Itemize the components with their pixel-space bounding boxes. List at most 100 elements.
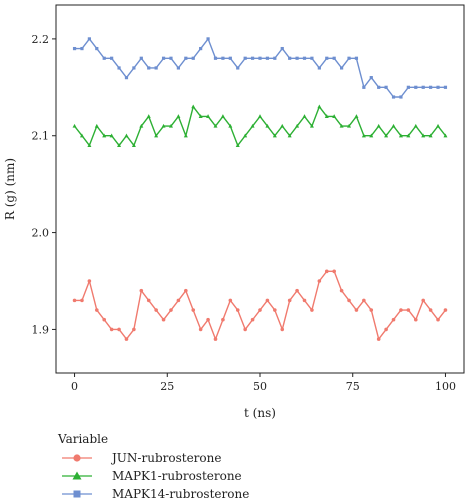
- data-point: [87, 279, 92, 283]
- series-line: [73, 105, 447, 147]
- data-point: [413, 123, 418, 128]
- data-point: [324, 269, 329, 274]
- data-point: [339, 123, 344, 128]
- data-point: [228, 298, 233, 303]
- data-point: [317, 104, 322, 109]
- data-point: [258, 114, 262, 118]
- plot-area-frame: [55, 4, 465, 374]
- data-point: [235, 308, 240, 312]
- data-point: [250, 123, 255, 128]
- data-point: [384, 85, 388, 89]
- data-point: [124, 337, 129, 341]
- data-point: [176, 298, 181, 303]
- data-point: [406, 133, 411, 138]
- data-point: [161, 123, 166, 128]
- data-point: [243, 133, 248, 138]
- data-point: [191, 308, 196, 312]
- data-point: [206, 317, 210, 322]
- data-point: [265, 56, 270, 60]
- series-1: [72, 104, 448, 148]
- data-point: [332, 56, 336, 60]
- data-point: [295, 123, 300, 128]
- data-point: [250, 56, 255, 60]
- data-point: [354, 114, 359, 118]
- data-point: [139, 123, 144, 128]
- data-point: [287, 298, 292, 303]
- x-tick-label: 0: [71, 380, 78, 393]
- data-point: [139, 56, 143, 60]
- data-point: [436, 317, 440, 322]
- data-point: [295, 288, 299, 293]
- data-point: [117, 327, 121, 332]
- square-marker-icon: [73, 490, 81, 498]
- data-point: [109, 327, 114, 332]
- data-point: [117, 143, 122, 148]
- data-point: [413, 317, 418, 322]
- data-point: [110, 56, 114, 60]
- data-point: [443, 308, 448, 312]
- data-point: [117, 66, 121, 70]
- data-point: [288, 56, 292, 60]
- legend-item-mapk14: MAPK14-rubrosterone: [58, 485, 358, 503]
- legend-item-mapk1: MAPK1-rubrosterone: [58, 467, 358, 485]
- data-point: [428, 133, 433, 138]
- data-point: [228, 123, 233, 128]
- series-0: [72, 269, 448, 341]
- data-point: [236, 66, 240, 70]
- data-point: [154, 66, 158, 70]
- data-point: [436, 85, 440, 89]
- data-point: [287, 133, 292, 138]
- data-point: [213, 56, 218, 60]
- data-point: [280, 327, 285, 332]
- data-point: [339, 288, 344, 293]
- data-point: [369, 76, 373, 80]
- data-point: [213, 123, 218, 128]
- data-point: [421, 85, 425, 89]
- data-point: [109, 133, 114, 138]
- legend-label-jun: JUN-rubrosterone: [112, 451, 222, 465]
- data-point: [391, 317, 396, 322]
- data-point: [198, 114, 203, 118]
- data-point: [317, 279, 322, 283]
- data-point: [154, 133, 159, 138]
- data-point: [95, 46, 99, 51]
- data-point: [280, 123, 285, 128]
- ticks-layer: 0 25 50 75 100 1.9 2.0 2.1 2.2: [32, 33, 456, 393]
- data-point: [235, 143, 240, 148]
- y-tick-label: 2.0: [32, 227, 50, 240]
- data-point: [391, 123, 396, 128]
- data-point: [361, 133, 366, 138]
- data-point: [428, 308, 433, 312]
- data-point: [362, 298, 366, 303]
- data-point: [191, 104, 196, 109]
- data-point: [317, 66, 321, 70]
- legend: Variable JUN-rubrosterone MAPK1-rubroste…: [58, 432, 358, 503]
- data-point: [273, 308, 277, 312]
- data-point: [131, 143, 136, 148]
- data-point: [94, 123, 99, 128]
- data-point: [147, 66, 151, 70]
- data-point: [102, 56, 106, 60]
- data-point: [258, 308, 262, 312]
- data-point: [347, 56, 351, 60]
- circle-marker-icon: [73, 454, 81, 462]
- data-point: [295, 56, 299, 60]
- data-point: [228, 56, 232, 60]
- data-point: [139, 288, 144, 293]
- data-point: [184, 56, 188, 60]
- data-point: [302, 56, 307, 60]
- data-point: [310, 308, 314, 312]
- legend-item-jun: JUN-rubrosterone: [58, 449, 358, 467]
- data-point: [168, 123, 173, 128]
- data-point: [176, 114, 181, 118]
- data-point: [183, 133, 188, 138]
- data-point: [399, 308, 403, 312]
- data-point: [443, 133, 448, 138]
- series-line: [74, 270, 447, 340]
- data-point: [399, 95, 403, 99]
- triangle-marker-icon: [72, 471, 82, 480]
- data-point: [221, 56, 225, 60]
- data-point: [87, 37, 91, 41]
- data-point: [243, 56, 247, 60]
- y-tick-label: 1.9: [32, 323, 50, 336]
